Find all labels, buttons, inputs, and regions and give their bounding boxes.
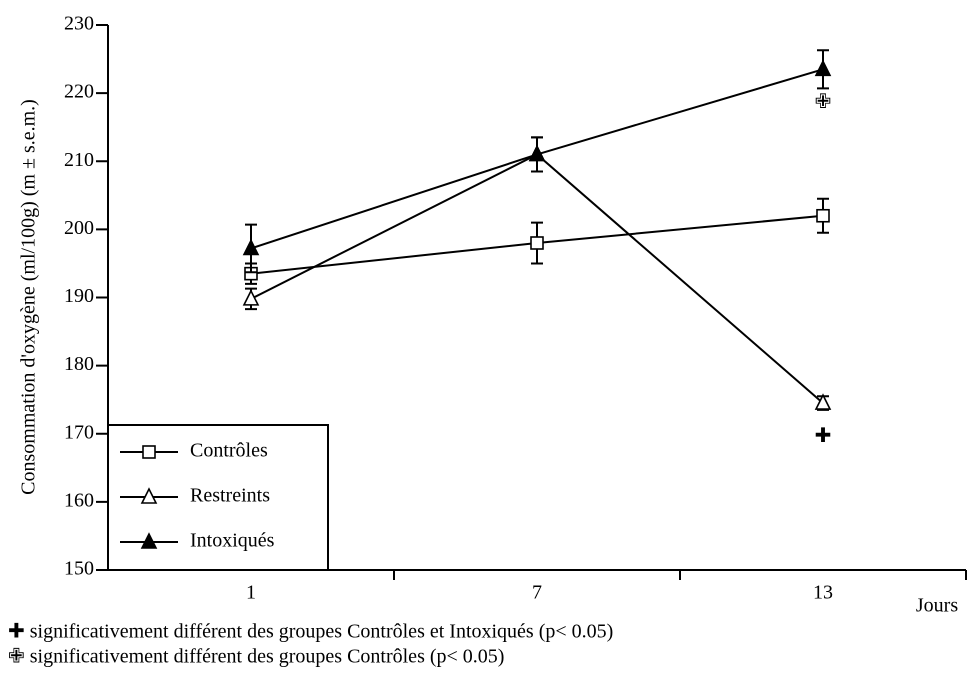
y-axis-label: Consommation d'oxygène (ml/100g) (m ± s.…	[18, 99, 40, 495]
y-tick-label: 160	[64, 489, 94, 511]
legend-label: Contrôles	[190, 440, 268, 462]
x-tick-label: 13	[813, 582, 833, 604]
significance-mark: ✚	[815, 425, 832, 447]
annotation: ✚ significativement différent des groupe…	[8, 621, 613, 643]
marker	[528, 144, 546, 162]
legend: Contrôles Restreints Intoxiqués	[107, 424, 329, 571]
marker	[530, 236, 544, 250]
x-axis-label: Jours	[916, 595, 958, 617]
y-tick-label: 200	[64, 217, 94, 239]
marker	[140, 487, 158, 504]
x-tick-label: 1	[246, 582, 256, 604]
y-tick-label: 180	[64, 353, 94, 375]
marker	[242, 238, 260, 256]
marker	[142, 445, 156, 459]
legend-label: Restreints	[190, 485, 270, 507]
legend-label: Intoxiqués	[190, 530, 275, 552]
marker	[814, 59, 832, 77]
y-tick-label: 190	[64, 285, 94, 307]
y-tick-label: 170	[64, 421, 94, 443]
series-line	[250, 153, 824, 404]
marker	[814, 393, 832, 410]
y-tick-label: 230	[64, 13, 94, 35]
x-tick-label: 7	[532, 582, 542, 604]
annotation: ✙ significativement différent des groupe…	[8, 646, 504, 668]
significance-mark: ✙	[815, 91, 832, 113]
marker	[242, 289, 260, 306]
marker	[140, 532, 158, 549]
y-tick-label: 150	[64, 558, 94, 580]
y-tick-label: 210	[64, 149, 94, 171]
marker	[816, 208, 830, 223]
y-tick-label: 220	[64, 81, 94, 103]
